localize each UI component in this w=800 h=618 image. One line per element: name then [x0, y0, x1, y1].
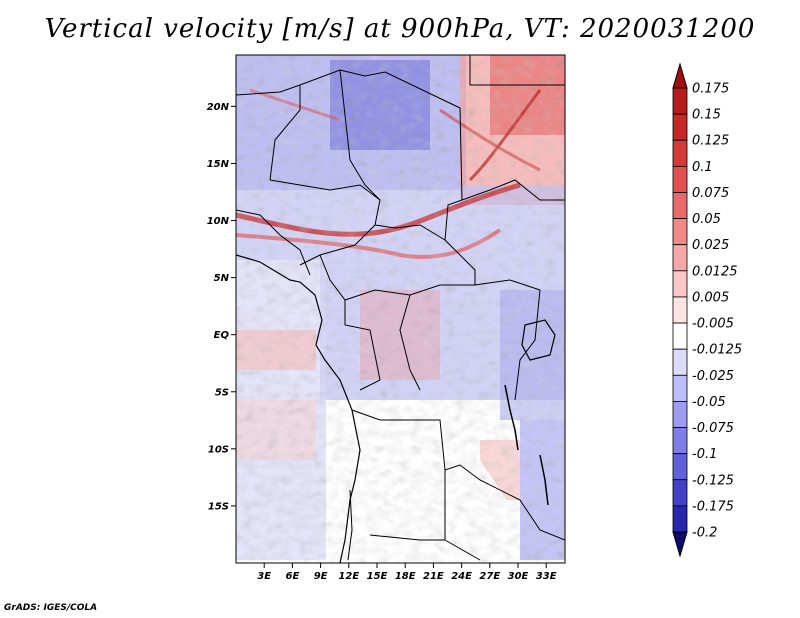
colorbar-label: 0.15 — [692, 108, 721, 123]
lon-tick-label: 3E — [257, 571, 271, 582]
lat-tick-label: 10N — [207, 216, 230, 227]
colorbar-label: 0.005 — [692, 290, 729, 305]
lat-tick-label: 10S — [208, 444, 229, 455]
colorbar-label: 0.175 — [692, 82, 729, 97]
lat-tick-label: 5N — [214, 273, 230, 284]
map-title: Vertical velocity [m/s] at 900hPa, VT: 2… — [44, 14, 756, 44]
colorbar-swatch — [672, 113, 688, 141]
colorbar-swatch — [672, 427, 688, 455]
lon-tick-label: 9E — [314, 571, 328, 582]
colorbar: 0.175 0.15 0.125 0.1 0.075 0.05 0.025 0.0125 0.0… — [672, 62, 742, 558]
colorbar-swatch — [672, 87, 688, 115]
lon-tick-label: 18E — [395, 571, 416, 582]
lon-tick-label: 21E — [423, 571, 444, 582]
colorbar-label: 0.0125 — [692, 264, 738, 279]
colorbar-label: 0.025 — [692, 238, 729, 253]
plot-area — [236, 55, 565, 563]
lat-tick-label: EQ — [214, 330, 230, 341]
lon-tick-label: 24E — [451, 571, 472, 582]
colorbar-swatch — [672, 374, 688, 402]
colorbar-swatch — [672, 453, 688, 481]
colorbar-label: 0.125 — [692, 134, 729, 149]
lat-tick-label: 20N — [207, 102, 230, 113]
velocity-field — [236, 55, 565, 563]
country-boundaries — [236, 55, 565, 563]
lat-tick-label: 15N — [207, 159, 230, 170]
colorbar-label: -0.075 — [692, 421, 734, 436]
longitude-axis: 3E 6E 9E 12E 15E 18E 21E 24E 27E 30E 33E — [257, 563, 557, 582]
colorbar-label: -0.005 — [692, 317, 734, 332]
lat-tick-label: 5S — [215, 387, 229, 398]
colorbar-swatch — [672, 348, 688, 376]
colorbar-below-arrow — [672, 531, 688, 558]
colorbar-swatch — [672, 165, 688, 193]
grads-credit: GrADS: IGES/COLA — [4, 603, 98, 613]
colorbar-swatch — [672, 139, 688, 167]
colorbar-label: 0.1 — [692, 160, 713, 175]
colorbar-label: -0.025 — [692, 369, 734, 384]
colorbar-label: -0.125 — [692, 473, 734, 488]
colorbar-label: -0.05 — [692, 395, 726, 410]
lon-tick-label: 12E — [338, 571, 359, 582]
colorbar-label: 0.075 — [692, 186, 729, 201]
colorbar-above-arrow — [672, 62, 688, 89]
colorbar-label: -0.175 — [692, 499, 734, 514]
colorbar-label: -0.2 — [692, 526, 717, 541]
colorbar-swatch — [672, 401, 688, 428]
lon-tick-label: 33E — [536, 571, 557, 582]
lon-tick-label: 15E — [367, 571, 388, 582]
colorbar-label: 0.05 — [692, 212, 721, 227]
colorbar-swatch — [672, 218, 688, 246]
colorbar-label: -0.1 — [692, 447, 717, 462]
lat-tick-label: 15S — [208, 501, 229, 512]
lon-tick-label: 6E — [286, 571, 300, 582]
colorbar-swatch — [672, 270, 688, 298]
colorbar-swatch — [672, 244, 688, 272]
latitude-axis: 20N 15N 10N 5N EQ 5S 10S 15S — [207, 102, 236, 512]
colorbar-swatch — [672, 505, 688, 533]
colorbar-label: -0.0125 — [692, 343, 742, 358]
colorbar-swatch — [672, 296, 688, 324]
colorbar-swatch — [672, 322, 688, 350]
plot-frame — [235, 54, 566, 564]
colorbar-swatch — [672, 192, 688, 219]
lon-tick-label: 30E — [508, 571, 529, 582]
lon-tick-label: 27E — [479, 571, 500, 582]
colorbar-swatch — [672, 479, 688, 507]
